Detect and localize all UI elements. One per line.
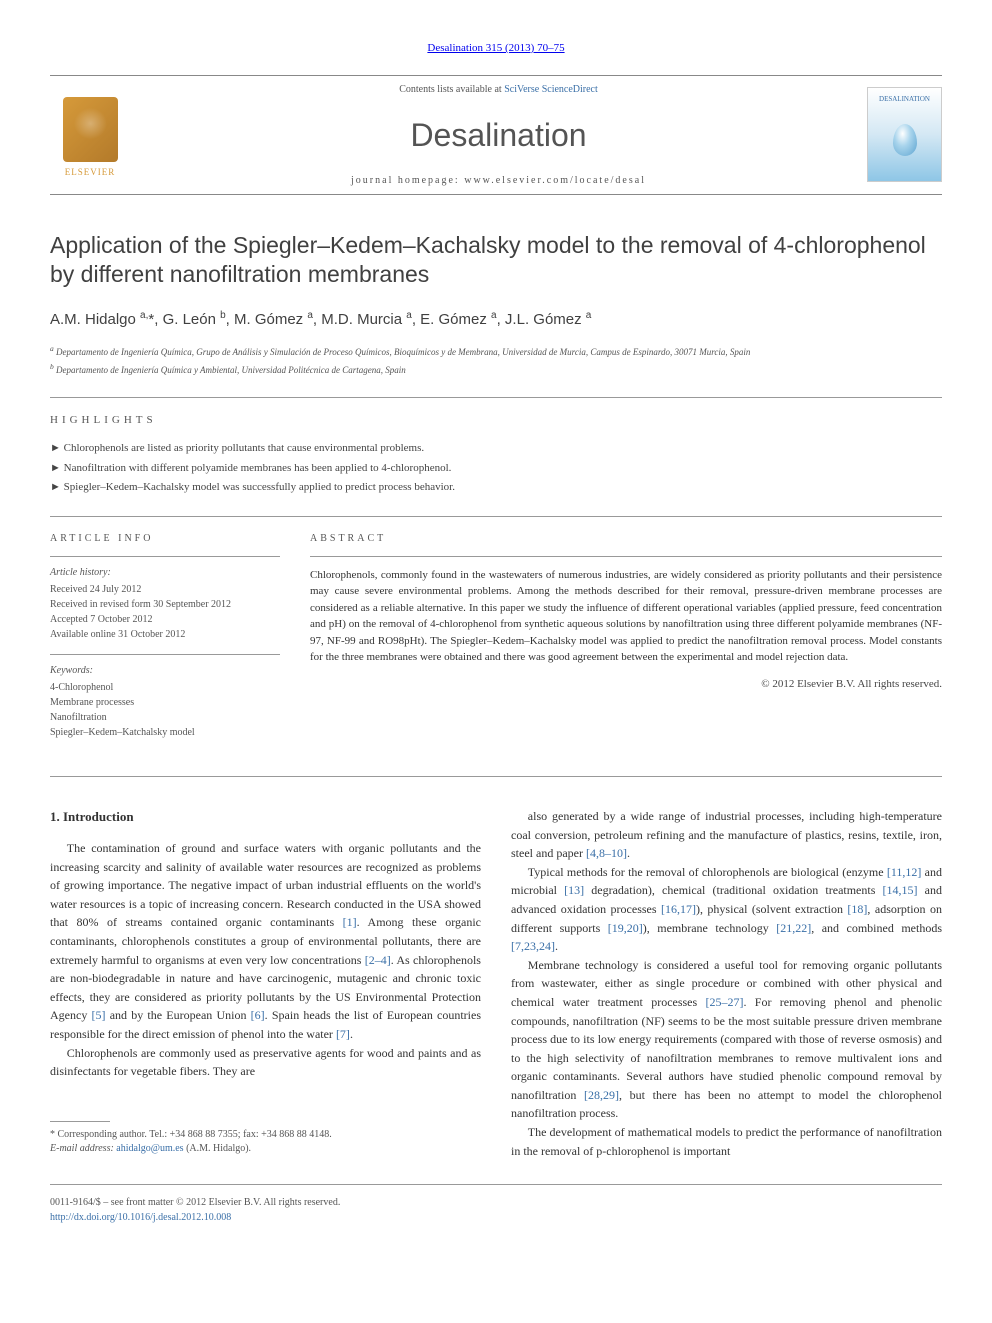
header-center: Contents lists available at SciVerse Sci… <box>130 82 867 188</box>
body-right-column: also generated by a wide range of indust… <box>511 807 942 1160</box>
citation-ref-link[interactable]: [7,23,24] <box>511 939 555 953</box>
affiliations-block: a Departamento de Ingeniería Química, Gr… <box>50 344 942 377</box>
homepage-prefix: journal homepage: <box>351 175 464 186</box>
citation-ref-link[interactable]: [4,8–10] <box>586 846 627 860</box>
citation-link[interactable]: Desalination 315 (2013) 70–75 <box>427 42 564 54</box>
citation-ref-link[interactable]: [25–27] <box>706 995 744 1009</box>
divider <box>50 516 942 517</box>
abstract-text: Chlorophenols, commonly found in the was… <box>310 567 942 666</box>
email-link[interactable]: ahidalgo@um.es <box>116 1143 183 1154</box>
body-paragraph: Chlorophenols are commonly used as prese… <box>50 1044 481 1081</box>
history-line: Received in revised form 30 September 20… <box>50 597 280 612</box>
journal-cover-thumbnail: DESALINATION <box>867 87 942 182</box>
keyword: Nanofiltration <box>50 710 280 725</box>
divider <box>310 556 942 557</box>
info-abstract-row: ARTICLE INFO Article history: Received 2… <box>50 531 942 752</box>
header-citation: Desalination 315 (2013) 70–75 <box>50 40 942 57</box>
cover-label: DESALINATION <box>879 94 930 105</box>
email-line: E-mail address: ahidalgo@um.es (A.M. Hid… <box>50 1142 481 1156</box>
divider <box>50 654 280 655</box>
keyword: 4-Chlorophenol <box>50 680 280 695</box>
citation-ref-link[interactable]: [28,29] <box>584 1088 619 1102</box>
keywords-block: Keywords: 4-ChlorophenolMembrane process… <box>50 663 280 740</box>
authors-line: A.M. Hidalgo a,*, G. León b, M. Gómez a,… <box>50 308 942 332</box>
page-footer: 0011-9164/$ – see front matter © 2012 El… <box>50 1184 942 1225</box>
journal-name: Desalination <box>130 111 867 159</box>
footnote-rule <box>50 1121 110 1122</box>
contents-prefix: Contents lists available at <box>399 84 504 95</box>
citation-ref-link[interactable]: [16,17] <box>661 902 696 916</box>
body-paragraph: Typical methods for the removal of chlor… <box>511 863 942 956</box>
citation-ref-link[interactable]: [21,22] <box>776 921 811 935</box>
abstract-copyright: © 2012 Elsevier B.V. All rights reserved… <box>310 676 942 693</box>
body-columns: 1. Introduction The contamination of gro… <box>50 807 942 1160</box>
corresponding-author-footnote: * Corresponding author. Tel.: +34 868 88… <box>50 1121 481 1156</box>
body-paragraph: also generated by a wide range of indust… <box>511 807 942 863</box>
citation-ref-link[interactable]: [2–4] <box>365 953 391 967</box>
front-matter-line: 0011-9164/$ – see front matter © 2012 El… <box>50 1195 942 1210</box>
highlight-item: Chlorophenols are listed as priority pol… <box>50 440 942 457</box>
citation-ref-link[interactable]: [19,20] <box>608 921 643 935</box>
citation-ref-link[interactable]: [11,12] <box>887 865 922 879</box>
section-heading-intro: 1. Introduction <box>50 807 481 827</box>
history-line: Accepted 7 October 2012 <box>50 612 280 627</box>
keywords-heading: Keywords: <box>50 663 280 678</box>
email-label: E-mail address: <box>50 1143 114 1154</box>
doi-link[interactable]: http://dx.doi.org/10.1016/j.desal.2012.1… <box>50 1212 231 1223</box>
corresponding-line: * Corresponding author. Tel.: +34 868 88… <box>50 1128 481 1142</box>
article-history-block: Article history: Received 24 July 2012Re… <box>50 565 280 642</box>
citation-ref-link[interactable]: [18] <box>847 902 867 916</box>
divider <box>50 397 942 398</box>
history-line: Available online 31 October 2012 <box>50 627 280 642</box>
abstract-label: ABSTRACT <box>310 531 942 546</box>
citation-ref-link[interactable]: [1] <box>343 915 357 929</box>
contents-lists-line: Contents lists available at SciVerse Sci… <box>130 82 867 97</box>
citation-ref-link[interactable]: [7] <box>336 1027 350 1041</box>
elsevier-text: ELSEVIER <box>65 166 116 180</box>
highlights-list: Chlorophenols are listed as priority pol… <box>50 440 942 496</box>
elsevier-tree-icon <box>63 97 118 162</box>
highlight-item: Spiegler–Kedem–Kachalsky model was succe… <box>50 479 942 496</box>
homepage-url: www.elsevier.com/locate/desal <box>464 175 646 186</box>
highlights-label: HIGHLIGHTS <box>50 412 942 429</box>
sciencedirect-link[interactable]: SciVerse ScienceDirect <box>504 84 598 95</box>
journal-homepage-line: journal homepage: www.elsevier.com/locat… <box>130 173 867 188</box>
history-heading: Article history: <box>50 565 280 580</box>
body-left-column: 1. Introduction The contamination of gro… <box>50 807 481 1160</box>
citation-ref-link[interactable]: [6] <box>251 1008 265 1022</box>
journal-header-bar: ELSEVIER Contents lists available at Sci… <box>50 75 942 195</box>
divider <box>50 776 942 777</box>
article-info-label: ARTICLE INFO <box>50 531 280 546</box>
citation-ref-link[interactable]: [13] <box>564 883 584 897</box>
citation-ref-link[interactable]: [14,15] <box>883 883 918 897</box>
body-paragraph: Membrane technology is considered a usef… <box>511 956 942 1123</box>
affiliation: a Departamento de Ingeniería Química, Gr… <box>50 344 942 359</box>
affiliation: b Departamento de Ingeniería Química y A… <box>50 362 942 377</box>
article-title: Application of the Spiegler–Kedem–Kachal… <box>50 231 942 291</box>
abstract-column: ABSTRACT Chlorophenols, commonly found i… <box>310 531 942 752</box>
citation-ref-link[interactable]: [5] <box>92 1008 106 1022</box>
body-paragraph: The contamination of ground and surface … <box>50 839 481 1044</box>
highlight-item: Nanofiltration with different polyamide … <box>50 460 942 477</box>
keyword: Membrane processes <box>50 695 280 710</box>
body-paragraph: The development of mathematical models t… <box>511 1123 942 1160</box>
divider <box>50 556 280 557</box>
history-line: Received 24 July 2012 <box>50 582 280 597</box>
elsevier-logo: ELSEVIER <box>50 90 130 180</box>
article-info-column: ARTICLE INFO Article history: Received 2… <box>50 531 280 752</box>
keyword: Spiegler–Kedem–Katchalsky model <box>50 725 280 740</box>
email-suffix: (A.M. Hidalgo). <box>186 1143 251 1154</box>
water-drop-icon <box>893 124 917 156</box>
